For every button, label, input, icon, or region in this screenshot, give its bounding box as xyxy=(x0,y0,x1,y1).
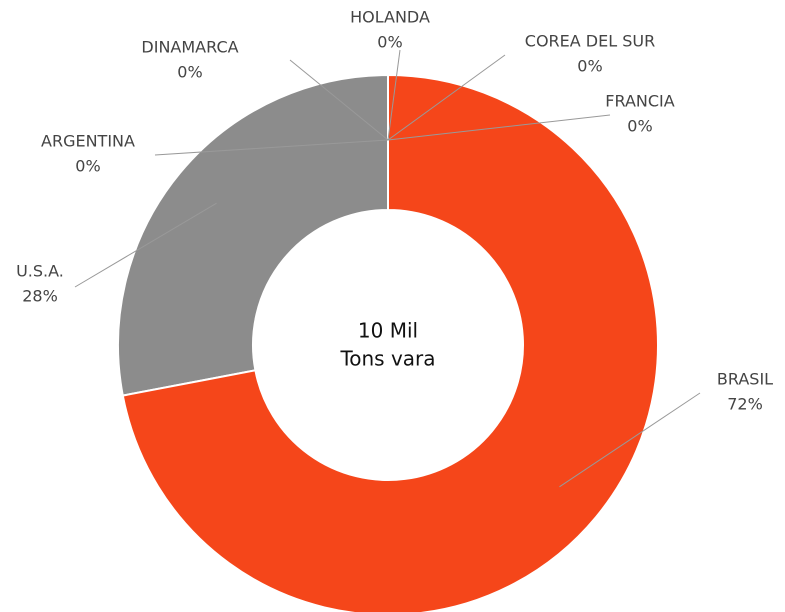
slice xyxy=(117,73,389,397)
slice xyxy=(121,73,659,612)
leader-line xyxy=(289,59,389,141)
leader-line xyxy=(559,392,701,488)
center-label: 10 Mil xyxy=(358,319,418,343)
slice-label: FRANCIA xyxy=(605,92,674,111)
center-label: Tons vara xyxy=(339,347,435,371)
slice-label: COREA DEL SUR xyxy=(525,32,655,51)
slice-label: DINAMARCA xyxy=(141,38,238,57)
leader-line xyxy=(387,49,401,141)
slice-value-label: 28% xyxy=(22,287,58,306)
slice-value-label: 0% xyxy=(377,33,402,52)
slice-label: HOLANDA xyxy=(350,8,430,27)
slice-label: ARGENTINA xyxy=(41,132,135,151)
slice-value-label: 0% xyxy=(75,157,100,176)
slice-value-label: 0% xyxy=(177,63,202,82)
slice-value-label: 72% xyxy=(727,395,763,414)
slice-value-label: 0% xyxy=(627,117,652,136)
leader-line xyxy=(387,54,506,141)
leader-line xyxy=(74,202,217,288)
leader-line xyxy=(387,114,611,141)
slice-value-label: 0% xyxy=(577,57,602,76)
leader-line xyxy=(154,139,389,156)
slice-label: BRASIL xyxy=(717,370,773,389)
slice-label: U.S.A. xyxy=(16,262,64,281)
